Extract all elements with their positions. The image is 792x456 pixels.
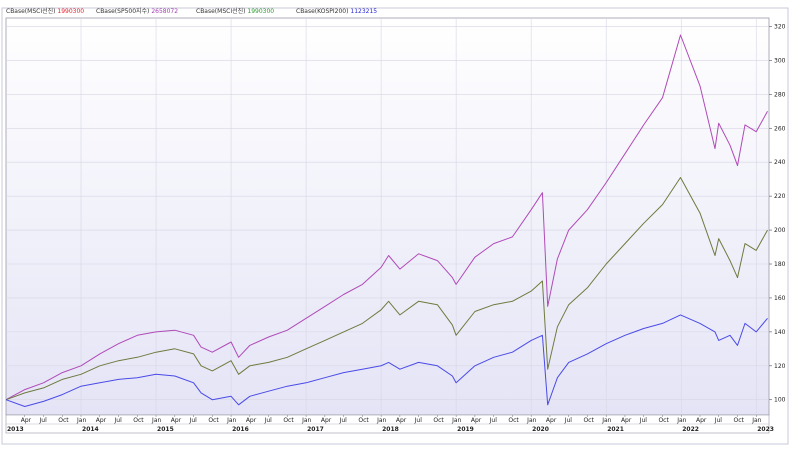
x-month-label: Jan — [151, 417, 161, 424]
x-month-label: Oct — [208, 417, 219, 424]
y-tick-label: 200 — [774, 227, 786, 234]
legend-value: 2658072 — [151, 8, 178, 15]
series-line — [5, 177, 768, 401]
legend-item: CBase(MSCI선진) 1990300 — [6, 7, 84, 15]
x-month-label: Oct — [733, 417, 744, 424]
legend-item: CBase(MSCI선진) 1990300 — [196, 7, 274, 15]
legend-label: CBase(KOSPI200) — [296, 8, 350, 15]
x-month-label: Apr — [396, 417, 407, 424]
y-tick-label: 300 — [774, 57, 786, 64]
x-month-label: Oct — [658, 417, 669, 424]
y-tick-label: 320 — [774, 23, 786, 30]
y-tick-label: 260 — [774, 125, 786, 132]
legend: CBase(MSCI선진) 1990300 CBase(SP500지수) 2658… — [6, 7, 377, 15]
x-month-label: Oct — [508, 417, 519, 424]
x-month-label: Jul — [114, 417, 123, 424]
x-month-label: Jan — [676, 417, 686, 424]
legend-value: 1990300 — [57, 8, 84, 15]
x-month-label: Apr — [21, 417, 32, 424]
legend-value: 1990300 — [247, 8, 274, 15]
x-year-label: 2020 — [532, 426, 549, 433]
x-year-label: 2023 — [757, 426, 774, 433]
x-month-label: Oct — [433, 417, 444, 424]
y-tick-label: 180 — [774, 261, 786, 268]
x-year-label: 2021 — [607, 426, 624, 433]
x-year-label: 2016 — [232, 426, 249, 433]
y-tick-label: 240 — [774, 159, 786, 166]
x-month-label: Jul — [714, 417, 723, 424]
legend-value: 1123215 — [350, 8, 377, 15]
y-axis: 100 120 140 160 180 200 220 240 260 280 300 320 — [769, 23, 786, 404]
x-month-label: Oct — [283, 417, 294, 424]
x-month-label: Apr — [621, 417, 632, 424]
x-month-label: Jan — [376, 417, 386, 424]
y-tick-label: 280 — [774, 91, 786, 98]
x-month-label: Jul — [264, 417, 273, 424]
y-tick-label: 100 — [774, 397, 786, 404]
x-month-label: Jan — [226, 417, 236, 424]
x-year-label: 2022 — [682, 426, 699, 433]
plot-area — [5, 17, 770, 416]
x-month-label: Jan — [751, 417, 761, 424]
legend-label: CBase(SP500지수) — [96, 7, 151, 15]
x-month-label: Apr — [246, 417, 257, 424]
series-line — [5, 34, 768, 401]
x-year-label: 2015 — [157, 426, 174, 433]
series-line — [5, 314, 768, 407]
x-month-label: Jul — [189, 417, 198, 424]
x-year-label: 2018 — [382, 426, 399, 433]
x-month-label: Jan — [301, 417, 311, 424]
x-month-label: Jul — [489, 417, 498, 424]
x-month-label: Oct — [583, 417, 594, 424]
x-month-label: Jan — [76, 417, 86, 424]
x-month-label: Oct — [358, 417, 369, 424]
y-tick-label: 140 — [774, 329, 786, 336]
series-lines — [5, 34, 768, 407]
x-year-label: 2013 — [7, 426, 24, 433]
x-month-label: Jul — [39, 417, 48, 424]
x-month-label: Apr — [696, 417, 707, 424]
x-year-label: 2014 — [82, 426, 99, 433]
legend-item: CBase(KOSPI200) 1123215 — [296, 8, 377, 15]
x-month-label: Apr — [321, 417, 332, 424]
x-month-label: Jan — [601, 417, 611, 424]
x-month-label: Jan — [451, 417, 461, 424]
y-tick-label: 120 — [774, 363, 786, 370]
x-year-label: 2019 — [457, 426, 474, 433]
y-tick-label: 220 — [774, 193, 786, 200]
x-month-label: Oct — [133, 417, 144, 424]
x-month-label: Jul — [414, 417, 423, 424]
legend-label: CBase(MSCI선진) — [196, 7, 247, 15]
y-tick-label: 160 — [774, 295, 786, 302]
x-month-label: Apr — [546, 417, 557, 424]
x-year-label: 2017 — [307, 426, 324, 433]
x-axis: Apr Jul Oct Jan Apr Jul Oct Jan Apr Jul Oct Jan Apr J… — [5, 414, 774, 434]
x-month-label: Oct — [58, 417, 69, 424]
x-month-label: Jul — [339, 417, 348, 424]
x-month-label: Apr — [471, 417, 482, 424]
x-month-label: Jul — [564, 417, 573, 424]
x-month-label: Apr — [96, 417, 107, 424]
x-month-label: Jul — [639, 417, 648, 424]
legend-label: CBase(MSCI선진) — [6, 7, 57, 15]
legend-item: CBase(SP500지수) 2658072 — [96, 7, 178, 15]
x-month-label: Apr — [171, 417, 182, 424]
x-month-label: Jan — [526, 417, 536, 424]
